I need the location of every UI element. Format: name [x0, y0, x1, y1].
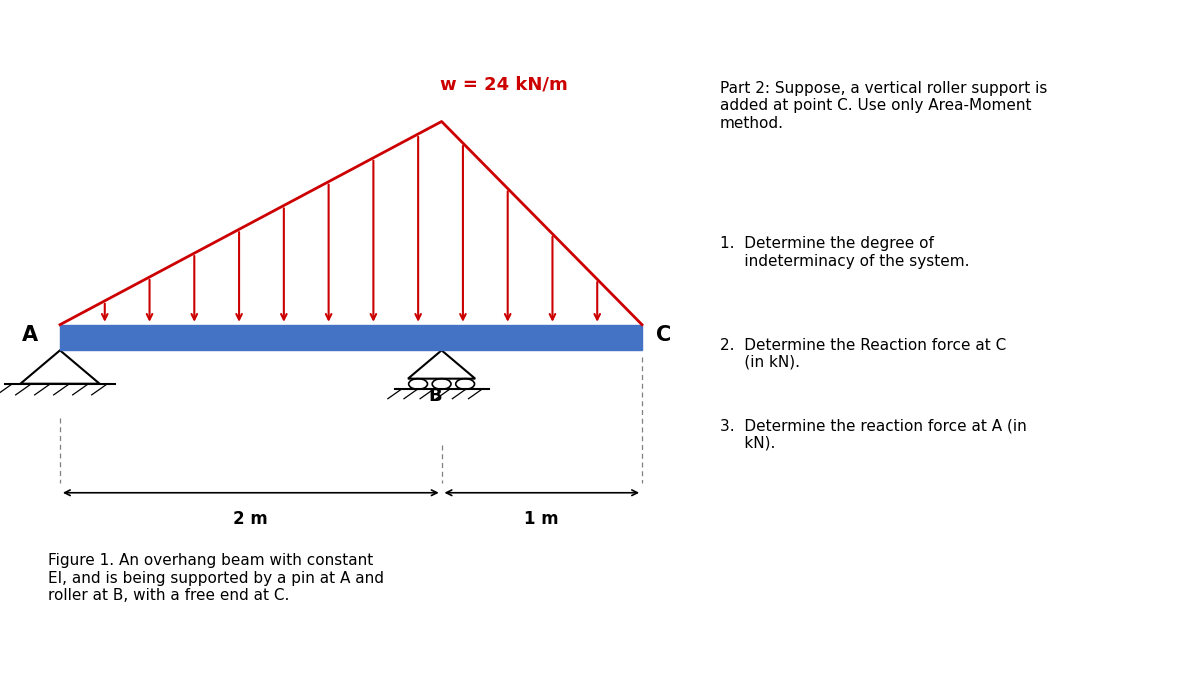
Text: w = 24 kN/m: w = 24 kN/m: [440, 76, 568, 93]
Text: A: A: [23, 325, 38, 346]
Text: 2.  Determine the Reaction force at C
     (in kN).: 2. Determine the Reaction force at C (in…: [720, 338, 1007, 370]
Text: Part 2: Suppose, a vertical roller support is
added at point C. Use only Area-Mo: Part 2: Suppose, a vertical roller suppo…: [720, 81, 1048, 131]
Text: 1 m: 1 m: [524, 510, 559, 528]
Polygon shape: [408, 350, 475, 379]
Text: 2 m: 2 m: [234, 510, 268, 528]
Text: B: B: [428, 387, 443, 406]
Text: C: C: [656, 325, 672, 346]
Bar: [60, 325, 642, 350]
Text: 1.  Determine the degree of
     indeterminacy of the system.: 1. Determine the degree of indeterminacy…: [720, 236, 970, 269]
Text: 3.  Determine the reaction force at A (in
     kN).: 3. Determine the reaction force at A (in…: [720, 418, 1027, 451]
Polygon shape: [20, 350, 100, 383]
Text: Figure 1. An overhang beam with constant
EI, and is being supported by a pin at : Figure 1. An overhang beam with constant…: [48, 554, 384, 603]
